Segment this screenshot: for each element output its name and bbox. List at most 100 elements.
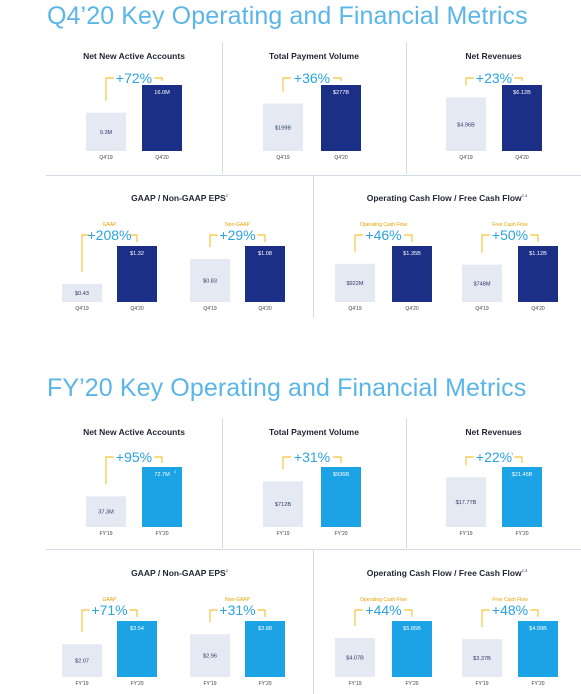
- growth-rate: +72%: [116, 70, 152, 86]
- bar-prior: [446, 97, 486, 151]
- tick-label-prior: FY’19: [75, 681, 88, 687]
- tick-label-current: FY’20: [130, 681, 143, 687]
- bar-prior: [190, 634, 230, 677]
- panel-title-fy-eps: GAAP / Non-GAAP EPS2: [131, 568, 228, 578]
- bar-current: [117, 621, 157, 677]
- fy-section-title: FY’20 Key Operating and Financial Metric…: [47, 374, 527, 402]
- data-label-current: $277B: [333, 90, 349, 96]
- tick-label-current: FY’20: [515, 531, 528, 537]
- data-label-prior: $17.77B: [456, 500, 477, 506]
- growth-rate: +29%: [219, 227, 255, 243]
- data-label-current: $6.12B: [513, 90, 531, 96]
- tick-label-current: Q4’20: [405, 306, 419, 312]
- bar-prior: [462, 264, 502, 302]
- bar-current: [518, 246, 558, 302]
- tick-label-current: FY’20: [258, 681, 271, 687]
- growth-rate: +36%: [294, 70, 330, 86]
- growth-bracket: [282, 456, 342, 470]
- bar-current: [518, 621, 558, 677]
- data-label-current: $1.32: [130, 251, 144, 257]
- bar-prior: [335, 638, 375, 677]
- growth-bracket: [209, 234, 266, 247]
- growth-rate: +208%: [88, 227, 132, 243]
- tick-label-current: Q4’20: [334, 155, 348, 161]
- data-label-current: $4.99B: [529, 626, 547, 632]
- bar-prior: [86, 496, 126, 527]
- bar-current: [392, 246, 432, 302]
- tick-label-prior: FY’19: [348, 681, 361, 687]
- series-label: Non-GAAP: [225, 222, 250, 228]
- data-label-prior: 9.3M: [100, 130, 113, 136]
- panel-title-fy-net-revenues: Net Revenues: [465, 427, 522, 437]
- series-label: GAAP: [103, 222, 118, 228]
- data-label-prior: $0.83: [203, 278, 217, 284]
- growth-bracket: [465, 456, 523, 466]
- growth-rate: +23%: [476, 70, 512, 86]
- series-label: Non-GAAP: [225, 597, 250, 603]
- tick-label-current: Q4’20: [258, 306, 272, 312]
- divider: [313, 176, 314, 318]
- bar-prior: [263, 103, 303, 151]
- tick-label-current: FY’20: [531, 681, 544, 687]
- bar-current: [142, 467, 182, 527]
- growth-bracket: [105, 77, 163, 101]
- tick-label-prior: FY’19: [99, 531, 112, 537]
- bar-current: [502, 467, 542, 527]
- tick-label-prior: FY’19: [276, 531, 289, 537]
- data-label-current: $1.08: [258, 251, 272, 257]
- data-label-prior: $4.96B: [457, 122, 475, 128]
- growth-bracket: [354, 609, 413, 627]
- tick-label-current: FY’20: [405, 681, 418, 687]
- panel-title-q4-net-revenues: Net Revenues: [465, 51, 522, 61]
- bar-prior: [62, 644, 102, 677]
- tick-label-prior: FY’19: [459, 531, 472, 537]
- series-label: Free Cash Flow: [492, 597, 528, 603]
- bar-prior: [263, 481, 303, 527]
- divider: [313, 550, 314, 694]
- growth-bracket: [354, 234, 413, 252]
- bar-current: [502, 85, 542, 151]
- growth-footnote: 1: [511, 451, 514, 456]
- growth-footnote: 1: [511, 72, 514, 77]
- data-label-prior: 37.3M: [98, 510, 114, 516]
- data-label-current: $5.85B: [403, 626, 421, 632]
- growth-bracket: [81, 609, 138, 633]
- growth-rate: +46%: [365, 227, 401, 243]
- divider: [222, 418, 223, 548]
- bar-prior: [86, 112, 126, 151]
- tick-label-prior: Q4’19: [75, 306, 89, 312]
- growth-bracket: [209, 609, 266, 623]
- tick-label-current: Q4’20: [531, 306, 545, 312]
- bar-current: [117, 246, 157, 302]
- data-label-prior: $2.07: [75, 659, 89, 665]
- divider: [222, 42, 223, 174]
- series-label: Operating Cash Flow: [360, 597, 407, 603]
- panel-title-fy-total-payment-volume: Total Payment Volume: [269, 427, 359, 437]
- divider: [46, 549, 581, 550]
- panel-title-fy-net-new-active-accounts: Net New Active Accounts: [83, 427, 185, 437]
- growth-bracket: [481, 234, 539, 253]
- bar-prior: [335, 263, 375, 302]
- growth-rate: +22%: [476, 449, 512, 465]
- data-label-prior: $712B: [275, 502, 291, 508]
- data-label-current: 72.7M: [154, 472, 170, 478]
- data-label-current: $21.45B: [512, 472, 533, 478]
- data-label-current: $1.35B: [403, 251, 421, 257]
- tick-label-prior: Q4’19: [348, 306, 362, 312]
- growth-bracket: [465, 77, 523, 86]
- growth-bracket: [282, 77, 342, 92]
- tick-label-prior: FY’19: [203, 681, 216, 687]
- tick-label-current: Q4’20: [515, 155, 529, 161]
- data-label-prior: $4.07B: [346, 656, 364, 662]
- data-label-current: $936B: [333, 472, 349, 478]
- data-label-current: $3.54: [130, 626, 144, 632]
- bar-current: [321, 467, 361, 527]
- tick-label-current: Q4’20: [130, 306, 144, 312]
- panel-title-fy-cash-flow: Operating Cash Flow / Free Cash Flow2,3: [366, 568, 528, 578]
- growth-rate: +31%: [294, 449, 330, 465]
- bar-prior: [446, 477, 486, 527]
- growth-rate: +44%: [365, 602, 401, 618]
- tick-label-prior: Q4’19: [276, 155, 290, 161]
- tick-label-prior: Q4’19: [475, 306, 489, 312]
- data-label-prior: $922M: [346, 281, 363, 287]
